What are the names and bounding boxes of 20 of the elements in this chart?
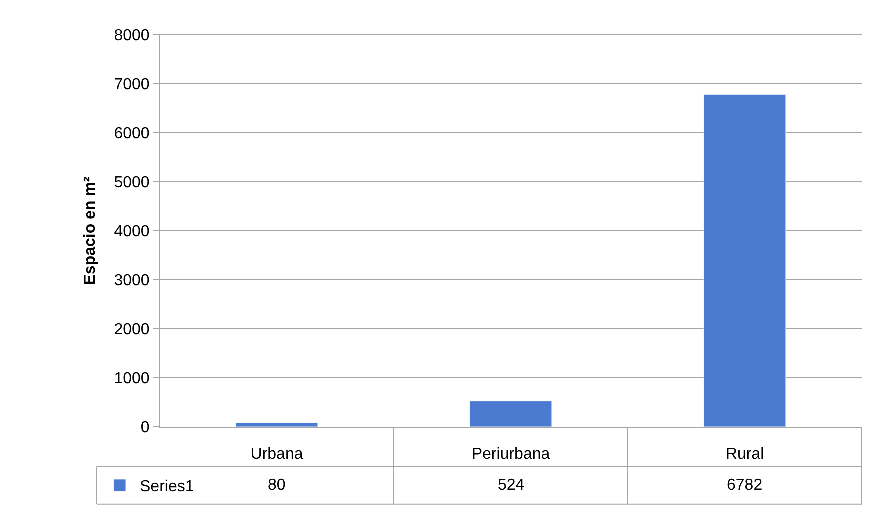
- data-label: 6782: [727, 477, 763, 494]
- y-tick-label: 1000: [114, 370, 150, 388]
- bar: [236, 422, 318, 427]
- x-tick-label: Urbana: [250, 446, 304, 464]
- data-label: 524: [498, 477, 525, 494]
- y-axis-title: Espacio en m²: [82, 176, 100, 286]
- y-tick-label: 7000: [114, 76, 150, 94]
- x-tick-label: Rural: [726, 446, 764, 464]
- data-label: 80: [268, 477, 286, 494]
- bar: [704, 94, 786, 427]
- y-tick-label: 8000: [114, 28, 150, 45]
- y-tick-label: 5000: [114, 174, 150, 192]
- bar: [470, 401, 552, 427]
- y-tick-label: 3000: [114, 272, 150, 290]
- y-tick-label: 4000: [114, 224, 150, 241]
- y-tick-label: 2000: [114, 322, 150, 339]
- x-tick-label: Periurbana: [472, 446, 550, 464]
- y-tick-label: 6000: [114, 126, 150, 143]
- legend-label: Series1: [140, 478, 194, 496]
- y-tick-label: 0: [140, 420, 150, 437]
